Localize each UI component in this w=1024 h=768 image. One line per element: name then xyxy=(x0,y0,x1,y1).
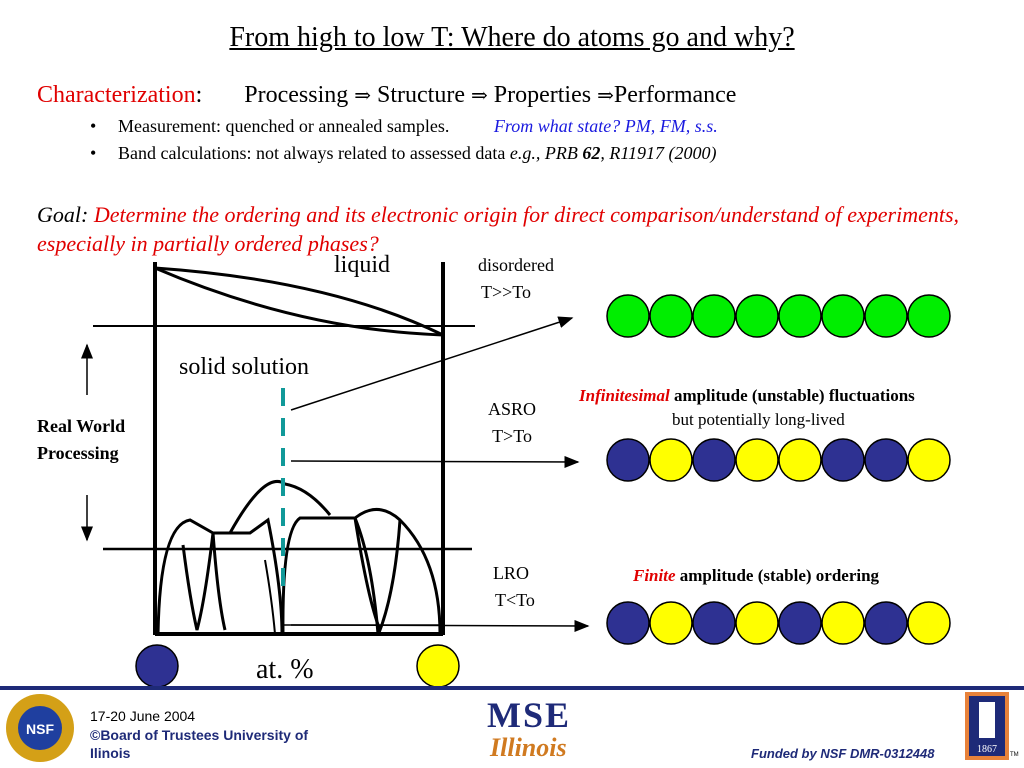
ordered-dome-4-inner xyxy=(353,517,402,635)
characterization-label: Characterization xyxy=(37,82,196,108)
processing-label: Processing xyxy=(244,82,349,108)
properties-label: Properties xyxy=(493,82,592,108)
atom-green-icon xyxy=(692,294,736,338)
mse-logo-icon: MSE xyxy=(487,695,572,735)
ordered-dome-3 xyxy=(281,516,380,635)
solid-solution-label: solid solution xyxy=(179,354,310,380)
ordered-dome-1-inner xyxy=(181,532,215,631)
atom-green-icon xyxy=(907,294,951,338)
implies-arrow-icon: ⇒ xyxy=(597,83,614,107)
liquid-label: liquid xyxy=(334,252,391,278)
atom-blue-icon xyxy=(606,601,650,645)
lro-label: LRO T<To xyxy=(492,563,535,610)
solidus-curve xyxy=(154,266,444,337)
asro-description: Infinitesimal amplitude (unstable) fluct… xyxy=(579,386,915,405)
trademark-label: TM xyxy=(1010,752,1019,758)
ordered-dome-5 xyxy=(264,559,276,635)
atom-yellow-icon xyxy=(735,438,779,482)
implies-arrow-icon: ⇒ xyxy=(354,83,372,107)
atom-blue-icon xyxy=(692,601,736,645)
ordered-dome-center xyxy=(228,479,332,534)
atom-green-icon xyxy=(649,294,693,338)
lro-description: Finite amplitude (stable) ordering xyxy=(633,566,880,585)
atom-chain-disordered xyxy=(606,294,951,338)
bullet-icon: • xyxy=(90,143,97,163)
atom-green-icon xyxy=(735,294,779,338)
atom-blue-icon xyxy=(864,601,908,645)
goal-paragraph: Goal: Determine the ordering and its ele… xyxy=(37,200,997,258)
slide-title: From high to low T: Where do atoms go an… xyxy=(229,22,795,53)
illinois-logo-icon: Illinois xyxy=(490,733,567,762)
characterization-line: Characterization: Processing ⇒ Structure… xyxy=(37,82,737,108)
at-percent-label: at. % xyxy=(256,654,314,685)
atom-a-icon xyxy=(135,644,179,688)
arrow-to-disordered xyxy=(290,316,574,411)
bullet-band-calculations: • Band calculations: not always related t… xyxy=(90,143,717,163)
footer-copyright: ©Board of Trustees University of xyxy=(90,727,309,743)
atom-blue-icon xyxy=(606,438,650,482)
bullet-icon: • xyxy=(90,116,97,136)
asro-description-line2: but potentially long-lived xyxy=(672,410,845,429)
implies-arrow-icon: ⇒ xyxy=(471,83,488,107)
performance-label: Performance xyxy=(613,82,737,108)
atom-green-icon xyxy=(778,294,822,338)
ordered-dome-1 xyxy=(156,518,227,635)
atom-yellow-icon xyxy=(907,438,951,482)
atom-yellow-icon xyxy=(649,438,693,482)
atom-green-icon xyxy=(821,294,865,338)
asro-label: ASRO T>To xyxy=(488,399,537,446)
structure-label: Structure xyxy=(377,82,465,108)
atom-yellow-icon xyxy=(907,601,951,645)
atom-yellow-icon xyxy=(778,438,822,482)
atom-blue-icon xyxy=(778,601,822,645)
atom-chain-lro xyxy=(606,601,951,645)
atom-green-icon xyxy=(606,294,650,338)
liquidus-curve xyxy=(154,266,444,337)
arrow-to-lro xyxy=(290,619,590,632)
real-world-processing-label: Real World Processing xyxy=(37,416,126,463)
arrow-to-asro xyxy=(290,455,580,468)
footer-divider xyxy=(0,686,1024,690)
atom-blue-icon xyxy=(864,438,908,482)
atom-b-icon xyxy=(416,644,460,688)
atom-green-icon xyxy=(864,294,908,338)
atom-chain-asro xyxy=(606,438,951,482)
ordered-dome-4 xyxy=(354,508,442,635)
disordered-label: disordered T>>To xyxy=(478,255,554,302)
atom-yellow-icon xyxy=(649,601,693,645)
atom-yellow-icon xyxy=(735,601,779,645)
goal-text: Determine the ordering and its electroni… xyxy=(37,202,960,256)
footer-copyright-line2: Ilinois xyxy=(90,745,131,761)
goal-label: Goal: xyxy=(37,202,89,227)
atom-blue-icon xyxy=(692,438,736,482)
atom-yellow-icon xyxy=(821,601,865,645)
atom-blue-icon xyxy=(821,438,865,482)
bullet-measurement: • Measurement: quenched or annealed sampl… xyxy=(90,116,718,136)
footer-date: 17-20 June 2004 xyxy=(90,708,196,724)
funding-note: Funded by NSF DMR-0312448 xyxy=(751,746,935,761)
